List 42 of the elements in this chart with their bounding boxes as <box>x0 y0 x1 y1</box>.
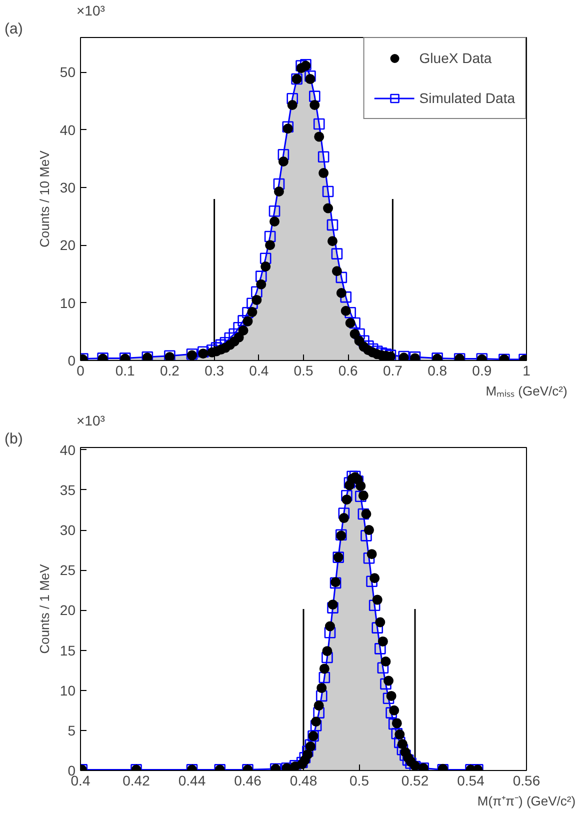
x-axis-title: M(π⁺π⁻) (GeV/c²) <box>477 794 576 808</box>
y-tick-label: 10 <box>60 682 76 698</box>
y-axis-title: Counts / 1 MeV <box>36 564 52 654</box>
y-tick-label: 40 <box>60 442 76 458</box>
text: (b) <box>4 430 23 448</box>
y-tick-label: 5 <box>68 722 76 738</box>
y-tick-label: 30 <box>60 522 76 538</box>
x-tick-label: 0.3 <box>204 362 224 378</box>
y-tick-label: 0 <box>68 352 76 368</box>
y-tick-label: 25 <box>60 562 76 578</box>
y-tick-label: 20 <box>60 237 76 254</box>
y-tick-label: 30 <box>60 179 76 196</box>
legend-label: Simulated Data <box>419 90 515 106</box>
x-tick-label: 0.5 <box>350 772 370 788</box>
y-tick-label: 15 <box>60 642 76 658</box>
y-tick-label: 40 <box>60 122 76 138</box>
x-tick-label: 0.54 <box>457 772 485 788</box>
x-tick-label: 0.1 <box>115 362 136 378</box>
text: ×10³ <box>76 412 106 428</box>
x-tick-label: 1 <box>522 362 531 378</box>
y-tick-label: 10 <box>60 294 76 311</box>
x-tick-label: 0.46 <box>234 772 262 788</box>
x-tick-label: 0.4 <box>249 362 269 378</box>
x-tick-label: 0.42 <box>122 772 150 788</box>
x-tick-label: 0.6 <box>338 362 358 378</box>
x-tick-label: 0.52 <box>401 772 429 788</box>
x-tick-label: 0.56 <box>512 772 540 788</box>
x-tick-label: 0.8 <box>428 362 448 378</box>
x-tick-label: 0.7 <box>382 362 403 378</box>
y-tick-label: 35 <box>60 482 76 498</box>
x-tick-label: 0.9 <box>472 362 492 378</box>
text: ×10³ <box>76 2 106 18</box>
x-tick-label: 0.44 <box>178 772 206 788</box>
x-tick-label: 0.5 <box>294 362 314 378</box>
y-tick-label: 20 <box>60 602 76 618</box>
x-tick-label: 0.2 <box>160 362 180 378</box>
legend-label: GlueX Data <box>419 50 492 66</box>
text: (a) <box>4 20 23 38</box>
x-axis-title: Mₘᵢₛₛ (GeV/c²) <box>486 384 568 398</box>
y-tick-label: 50 <box>60 64 76 80</box>
y-axis-title: Counts / 10 MeV <box>36 150 52 248</box>
x-tick-label: 0.48 <box>290 772 318 788</box>
